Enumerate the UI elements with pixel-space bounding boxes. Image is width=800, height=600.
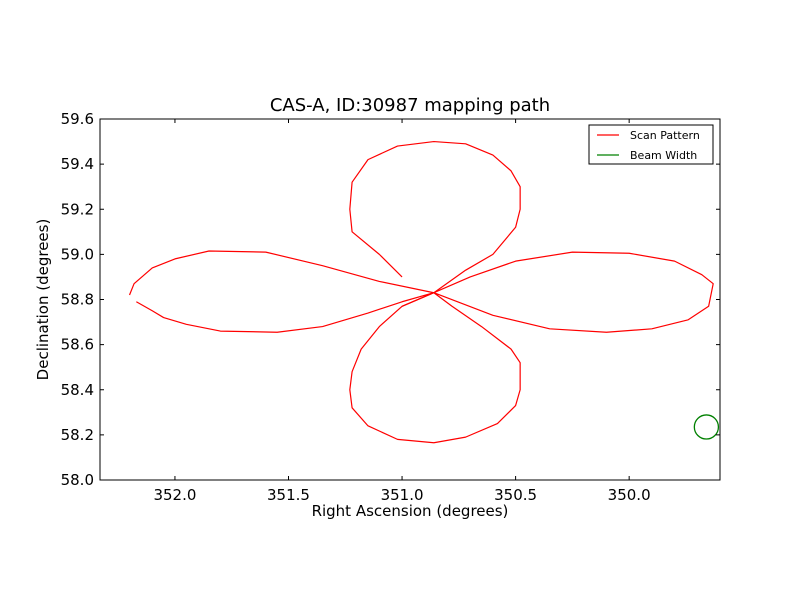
legend-box xyxy=(588,124,714,165)
y-tick-label: 59.4 xyxy=(61,155,94,173)
beam-width-circle xyxy=(693,414,720,440)
x-tick-label: 351.5 xyxy=(267,486,310,504)
y-axis-label: Declination (degrees) xyxy=(34,219,52,381)
y-tick-label: 58.6 xyxy=(61,336,94,354)
legend-label: Scan Pattern xyxy=(630,129,700,142)
y-tick-label: 58.0 xyxy=(61,471,94,489)
y-tick-label: 59.0 xyxy=(61,245,94,263)
y-tick-label: 59.6 xyxy=(61,110,94,128)
x-tick-label: 350.0 xyxy=(608,486,651,504)
x-tick-label: 351.0 xyxy=(381,486,424,504)
y-tick-label: 58.4 xyxy=(61,381,94,399)
y-tick-label: 59.2 xyxy=(61,200,94,218)
legend: Scan Pattern Beam Width xyxy=(588,124,714,165)
scan-pattern-line-0 xyxy=(128,250,714,444)
x-tick-label: 350.5 xyxy=(494,486,537,504)
plot-area xyxy=(99,118,721,481)
x-axis-label: Right Ascension (degrees) xyxy=(312,502,509,520)
x-tick-label: 352.0 xyxy=(153,486,196,504)
tick-labels-layer: 352.0 351.5 351.0 350.5 350.0 58.0 58.2 58.4 58.… xyxy=(61,110,651,504)
plot-frame xyxy=(99,118,721,481)
legend-label: Beam Width xyxy=(630,149,697,162)
ticks-layer xyxy=(100,118,720,481)
y-tick-label: 58.8 xyxy=(61,291,94,309)
scan-pattern-line-1 xyxy=(349,140,521,307)
chart-title: CAS-A, ID:30987 mapping path xyxy=(270,95,550,116)
series-layer xyxy=(128,140,720,444)
y-tick-label: 58.2 xyxy=(61,426,94,444)
